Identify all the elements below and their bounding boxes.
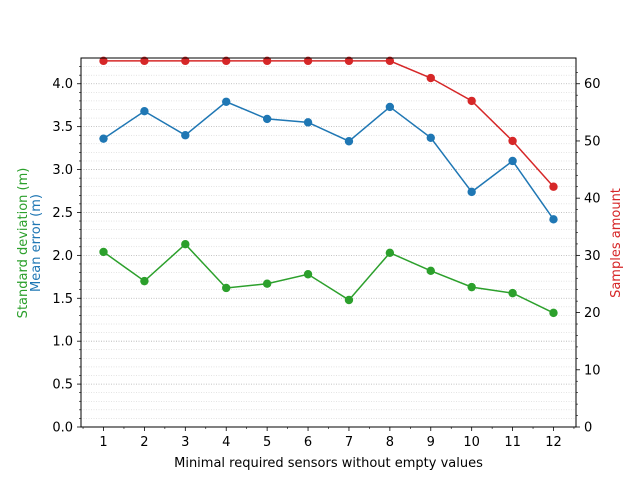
y-right-tick-label: 20 — [584, 306, 601, 321]
data-point-samples-amount — [262, 56, 272, 66]
x-tick-label: 9 — [427, 435, 435, 450]
y-right-tick-label: 0 — [584, 421, 592, 436]
data-point-samples-amount — [99, 56, 108, 66]
y-left-tick-label: 0.5 — [52, 378, 73, 393]
y-left-tick-label: 3.0 — [52, 163, 73, 178]
data-point-standard-deviation-m — [467, 282, 476, 292]
y-axis-label-mean-error: Mean error (m) — [29, 194, 44, 292]
data-point-samples-amount — [426, 73, 435, 83]
data-point-samples-amount — [140, 56, 149, 66]
x-tick-label: 11 — [504, 435, 521, 450]
y-right-tick-label: 10 — [584, 363, 601, 378]
y-axis-label-std-dev: Standard deviation (m) — [16, 168, 31, 319]
x-axis-label: Minimal required sensors without empty v… — [174, 456, 483, 471]
data-point-standard-deviation-m — [508, 288, 517, 298]
grid-lines — [81, 66, 576, 419]
x-tick-label: 5 — [263, 435, 271, 450]
data-point-mean-error-m — [303, 118, 313, 127]
data-point-mean-error-m — [181, 131, 190, 140]
y-right-tick-label: 50 — [584, 134, 601, 149]
y-right-tick-label: 60 — [584, 77, 601, 92]
y-left-tick-label: 3.5 — [52, 120, 73, 135]
series-layer — [99, 56, 558, 318]
plot-frame — [80, 57, 577, 428]
series-line-samples-amount — [103, 60, 555, 188]
y-left-tick-label: 4.0 — [52, 77, 73, 92]
data-point-mean-error-m — [222, 97, 231, 106]
x-tick-label: 2 — [140, 435, 148, 450]
data-point-standard-deviation-m — [99, 247, 108, 257]
x-tick-label: 1 — [99, 435, 107, 450]
data-point-mean-error-m — [549, 215, 558, 224]
data-point-mean-error-m — [140, 107, 149, 116]
data-point-mean-error-m — [426, 133, 435, 143]
x-tick-label: 12 — [545, 435, 562, 450]
y-left-tick-label: 1.0 — [52, 335, 73, 350]
x-tick-label: 7 — [345, 435, 353, 450]
data-point-standard-deviation-m — [344, 295, 354, 305]
x-tick-label: 10 — [463, 435, 480, 450]
y-left-tick-label: 1.5 — [52, 292, 73, 307]
y-left-tick-label: 0.0 — [52, 421, 73, 436]
data-point-mean-error-m — [344, 137, 354, 146]
x-tick-label: 4 — [222, 435, 230, 450]
data-point-standard-deviation-m — [222, 283, 231, 293]
data-point-samples-amount — [303, 56, 313, 66]
y-axis-label-samples: Samples amount — [609, 188, 624, 298]
data-point-standard-deviation-m — [140, 276, 149, 286]
series-line-mean-error-m — [103, 100, 555, 220]
data-point-samples-amount — [549, 182, 558, 191]
y-left-tick-label: 2.5 — [52, 206, 73, 221]
y-right-tick-label: 30 — [584, 249, 601, 264]
data-point-samples-amount — [344, 56, 354, 66]
data-point-standard-deviation-m — [426, 266, 435, 276]
data-point-standard-deviation-m — [181, 240, 190, 249]
data-point-standard-deviation-m — [549, 308, 558, 318]
y-right-tick-label: 40 — [584, 192, 601, 207]
data-point-samples-amount — [508, 136, 517, 146]
data-point-samples-amount — [181, 56, 190, 66]
data-point-samples-amount — [222, 56, 231, 66]
tick-layer: 0.0 0.5 1.0 1.5 2.0 2.5 3.0 3.5 4.0 0 10 20 30 40 50 60… — [52, 66, 601, 450]
x-tick-label: 6 — [304, 435, 312, 450]
data-point-mean-error-m — [262, 114, 272, 124]
data-point-mean-error-m — [385, 102, 395, 112]
data-point-standard-deviation-m — [262, 279, 272, 288]
data-point-mean-error-m — [508, 156, 517, 166]
data-point-samples-amount — [385, 56, 395, 66]
x-tick-label: 8 — [386, 435, 394, 450]
series-line-standard-deviation-m — [103, 243, 554, 314]
data-point-standard-deviation-m — [303, 270, 313, 279]
data-point-samples-amount — [467, 96, 476, 106]
y-left-tick-label: 2.0 — [52, 249, 73, 264]
x-tick-label: 3 — [181, 435, 189, 450]
data-point-standard-deviation-m — [385, 248, 395, 257]
data-point-mean-error-m — [467, 187, 476, 197]
data-point-mean-error-m — [99, 134, 108, 143]
